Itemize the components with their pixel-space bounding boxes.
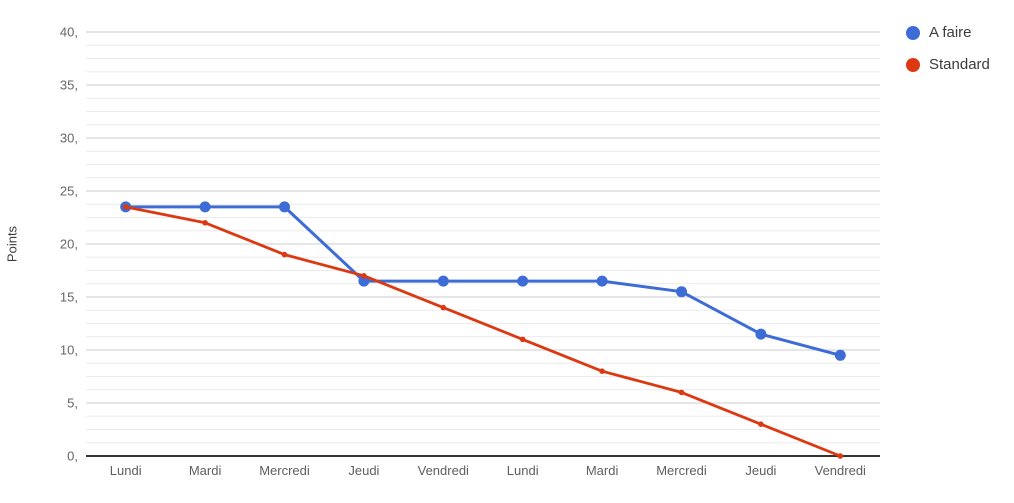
legend-item-standard[interactable]: Standard	[906, 56, 990, 73]
data-point-marker[interactable]	[678, 389, 685, 396]
x-tick-label: Mardi	[189, 463, 222, 478]
data-point-marker[interactable]	[596, 275, 608, 287]
x-tick-label: Mercredi	[656, 463, 707, 478]
x-tick-label: Lundi	[507, 463, 539, 478]
y-tick-label: 20,	[60, 237, 78, 252]
y-axis-title: Points	[4, 225, 20, 263]
y-tick-label: 5,	[67, 396, 78, 411]
legend-item-a-faire[interactable]: A faire	[906, 24, 990, 41]
data-point-marker[interactable]	[122, 204, 129, 210]
y-tick-label: 35,	[60, 78, 78, 93]
data-point-marker[interactable]	[834, 349, 846, 361]
data-point-marker[interactable]	[437, 275, 449, 287]
data-point-marker[interactable]	[837, 453, 844, 459]
series-line-standard	[124, 205, 842, 458]
data-point-marker[interactable]	[361, 273, 367, 279]
x-tick-label: Jeudi	[348, 463, 379, 478]
series-line-a-faire	[124, 205, 842, 357]
x-tick-label: Jeudi	[745, 463, 776, 478]
data-point-marker[interactable]	[755, 328, 767, 340]
y-tick-label: 30,	[60, 131, 78, 146]
data-point-marker[interactable]	[676, 286, 687, 298]
data-point-marker[interactable]	[599, 368, 605, 375]
x-tick-label: Vendredi	[418, 463, 469, 478]
y-tick-label: 0,	[67, 449, 78, 464]
y-tick-label: 25,	[60, 184, 78, 199]
data-point-marker[interactable]	[279, 201, 290, 213]
data-point-marker[interactable]	[517, 275, 529, 287]
legend-swatch-standard-icon	[906, 57, 920, 72]
y-tick-label: 40,	[60, 25, 78, 40]
data-point-marker[interactable]	[440, 304, 447, 311]
x-tick-label: Vendredi	[815, 463, 866, 478]
y-tick-label: 10,	[60, 343, 78, 358]
data-point-marker[interactable]	[202, 220, 208, 226]
x-tick-label: Lundi	[110, 463, 142, 478]
legend-label-a-faire: A faire	[929, 24, 972, 41]
y-tick-label: 15,	[60, 290, 78, 305]
data-point-marker[interactable]	[519, 336, 526, 343]
data-point-marker[interactable]	[281, 251, 288, 258]
legend: A faire Standard	[906, 24, 990, 73]
legend-label-standard: Standard	[929, 56, 990, 73]
x-tick-label: Mercredi	[259, 463, 310, 478]
data-point-marker[interactable]	[758, 421, 764, 428]
legend-swatch-a-faire-icon	[906, 25, 920, 40]
x-tick-label: Mardi	[586, 463, 619, 478]
data-point-marker[interactable]	[199, 201, 211, 213]
